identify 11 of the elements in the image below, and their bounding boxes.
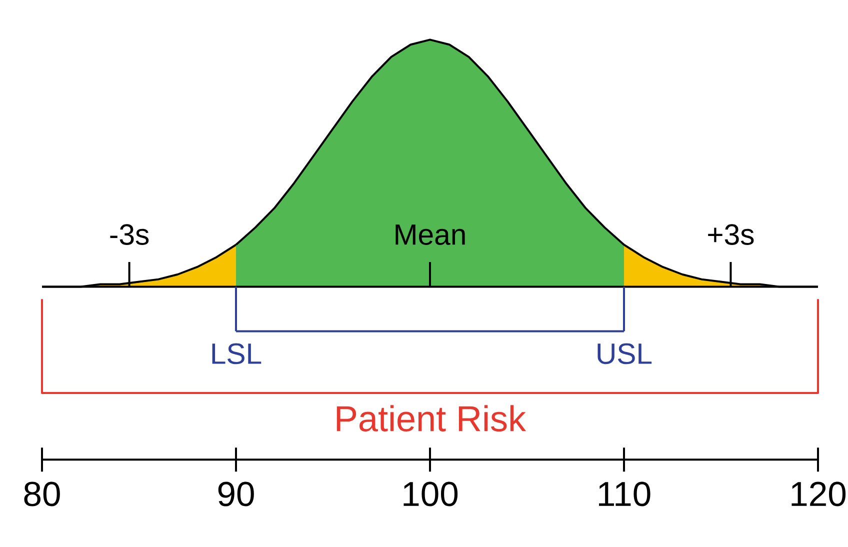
x-tick-label: 100 <box>404 482 458 506</box>
text: Patient Risk <box>336 405 526 432</box>
x-tick-label: 90 <box>218 482 254 506</box>
x-tick-label: 110 <box>599 482 650 506</box>
ref-line-label: USL <box>598 343 652 364</box>
ref-line-label: +3s <box>708 224 754 246</box>
ref-line-label: Mean <box>396 224 465 246</box>
ref-line-label: LSL <box>212 343 262 364</box>
x-tick-label: 120 <box>792 482 846 506</box>
ref-line-label: -3s <box>110 224 149 246</box>
x-tick-label: 80 <box>24 482 60 506</box>
